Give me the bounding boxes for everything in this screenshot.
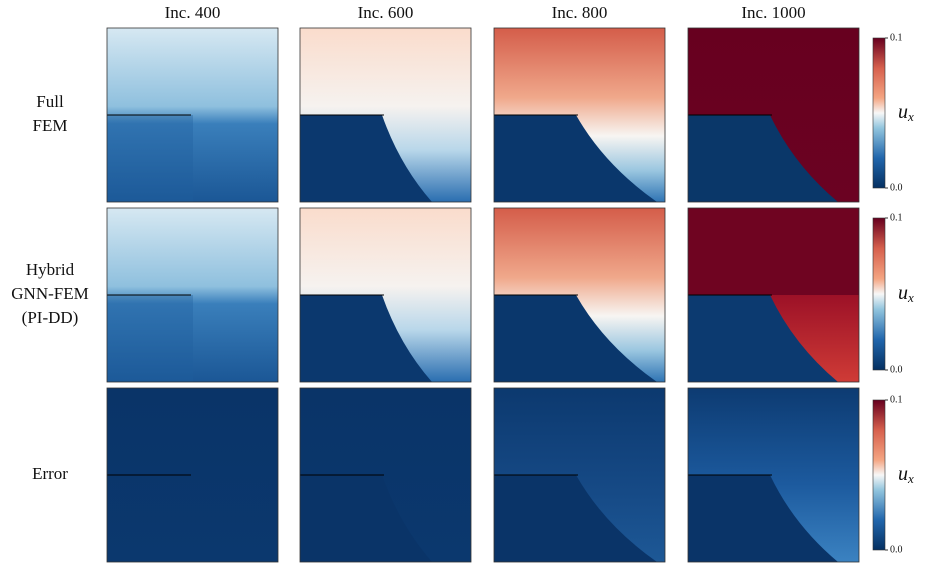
field-panel	[687, 27, 860, 203]
field-panel	[106, 27, 279, 203]
colorbar-tick-label: 0.0	[890, 182, 903, 193]
column-title: Inc. 600	[358, 3, 414, 22]
colorbar-tick-label: 0.1	[890, 394, 903, 405]
row-label: Full	[36, 92, 64, 111]
colorbar-tick-label: 0.0	[890, 364, 903, 375]
field-panel	[493, 387, 666, 563]
row-label: GNN-FEM	[11, 284, 88, 303]
colorbar-tick-label: 0.1	[890, 32, 903, 43]
label-sub: x	[907, 109, 914, 124]
column-title: Inc. 800	[552, 3, 608, 22]
block-region	[494, 295, 657, 382]
column-title: Inc. 1000	[741, 3, 805, 22]
colorbar-label: ux	[898, 463, 914, 486]
field-panel	[299, 27, 472, 203]
block-region	[688, 115, 838, 202]
label-base: u	[898, 282, 908, 304]
label-base: u	[898, 101, 908, 123]
field-panel	[493, 207, 666, 383]
row-label: Hybrid	[26, 260, 75, 279]
panel-frame	[493, 387, 666, 563]
panel-frame	[299, 207, 472, 383]
block-region	[494, 475, 657, 562]
row-label: FEM	[33, 116, 68, 135]
panel-frame	[106, 207, 279, 383]
colorbar-tick-label: 0.0	[890, 544, 903, 555]
colorbar	[872, 217, 886, 371]
field-panel	[106, 387, 279, 563]
block-region	[107, 295, 193, 382]
panel-frame	[687, 387, 860, 563]
panel-frame	[493, 207, 666, 383]
label-sub: x	[907, 471, 914, 486]
field-top	[688, 208, 859, 295]
block-region	[688, 475, 838, 562]
row-label: (PI-DD)	[22, 308, 79, 327]
column-title: Inc. 400	[165, 3, 221, 22]
field-panel	[687, 207, 860, 383]
colorbar-label: ux	[898, 101, 914, 124]
label-base: u	[898, 463, 908, 485]
field-panel	[299, 207, 472, 383]
block-region	[300, 295, 432, 382]
block-region	[107, 115, 193, 202]
block-region	[300, 115, 432, 202]
panel-frame	[299, 27, 472, 203]
field-panel	[493, 27, 666, 203]
field-panel	[106, 207, 279, 383]
panel-frame	[687, 27, 860, 203]
colorbar	[872, 37, 886, 189]
colorbar-tick-label: 0.1	[890, 212, 903, 223]
block-region	[688, 295, 838, 382]
panel-frame	[106, 387, 279, 563]
panel-frame	[299, 387, 472, 563]
label-sub: x	[907, 290, 914, 305]
block-region	[300, 475, 432, 562]
field-panel	[299, 387, 472, 563]
panel-frame	[493, 27, 666, 203]
row-label: Error	[32, 464, 68, 483]
panel-frame	[687, 207, 860, 383]
panel-frame	[106, 27, 279, 203]
block-region	[494, 115, 657, 202]
field-panel	[687, 387, 860, 563]
colorbar-label: ux	[898, 282, 914, 305]
colorbar	[872, 399, 886, 551]
